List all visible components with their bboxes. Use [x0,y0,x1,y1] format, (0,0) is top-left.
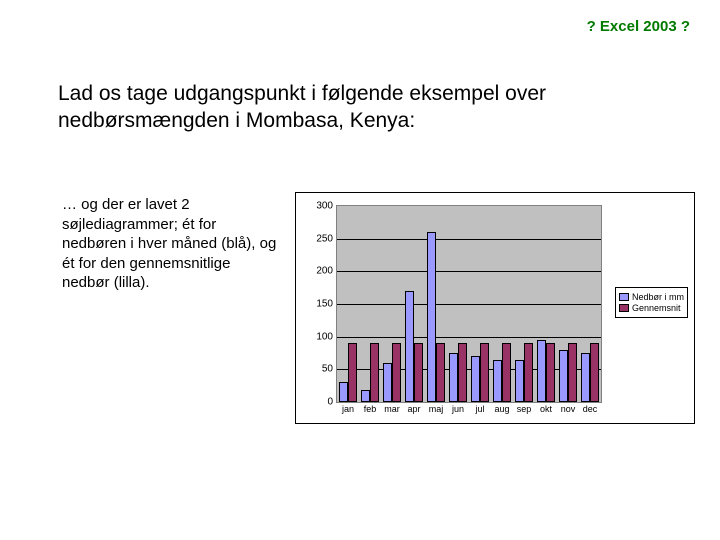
page-header: ? Excel 2003 ? [587,18,690,35]
bar-series2 [502,343,511,402]
bar-series2 [480,343,489,402]
bar-series2 [370,343,379,402]
chart-plot-area: 050100150200250300janfebmaraprmajjunjula… [336,205,602,403]
intro-text: Lad os tage udgangspunkt i følgende ekse… [58,80,658,135]
bar-series2 [568,343,577,402]
bar-series1 [515,360,524,402]
bar-series1 [537,340,546,402]
legend-label: Gennemsnit [632,303,681,313]
x-tick-label: feb [364,404,377,414]
x-tick-label: sep [517,404,532,414]
y-tick-label: 0 [327,397,333,408]
bar-series2 [458,343,467,402]
bar-series1 [471,356,480,402]
bar-series2 [392,343,401,402]
chart-legend: Nedbør i mm Gennemsnit [615,287,688,318]
legend-swatch [619,304,629,312]
legend-item: Gennemsnit [619,303,684,313]
x-tick-label: nov [561,404,576,414]
bar-series1 [405,291,414,402]
bar-series1 [383,363,392,402]
grid-line [337,271,601,272]
x-tick-label: jun [452,404,464,414]
x-tick-label: maj [429,404,444,414]
x-tick-label: okt [540,404,552,414]
bar-series2 [590,343,599,402]
bar-series2 [414,343,423,402]
y-tick-label: 100 [316,331,333,342]
bar-series1 [449,353,458,402]
y-tick-label: 150 [316,299,333,310]
bar-series1 [339,382,348,402]
x-tick-label: jan [342,404,354,414]
legend-swatch [619,293,629,301]
y-tick-label: 300 [316,201,333,212]
x-tick-label: mar [384,404,400,414]
grid-line [337,239,601,240]
y-tick-label: 250 [316,233,333,244]
bar-series2 [546,343,555,402]
bar-series2 [524,343,533,402]
bar-series1 [361,390,370,402]
bar-series1 [581,353,590,402]
rainfall-chart: 0 50 100 150 200 250 300 janfebmaraprmajjun jul a… [295,192,695,424]
x-tick-label: apr [407,404,420,414]
description-text: … og der er lavet 2 søjlediagrammer; ét … [62,195,282,293]
y-tick-label: 50 [322,364,333,375]
legend-label: Nedbør i mm [632,292,684,302]
bar-series1 [427,232,436,402]
bar-series2 [348,343,357,402]
y-tick-label: 200 [316,266,333,277]
grid-line [337,337,601,338]
bar-series2 [436,343,445,402]
x-tick-label: aug [494,404,509,414]
bar-series1 [559,350,568,402]
x-tick-label: jul [475,404,484,414]
x-tick-label: dec [583,404,598,414]
grid-line [337,304,601,305]
bar-series1 [493,360,502,402]
legend-item: Nedbør i mm [619,292,684,302]
